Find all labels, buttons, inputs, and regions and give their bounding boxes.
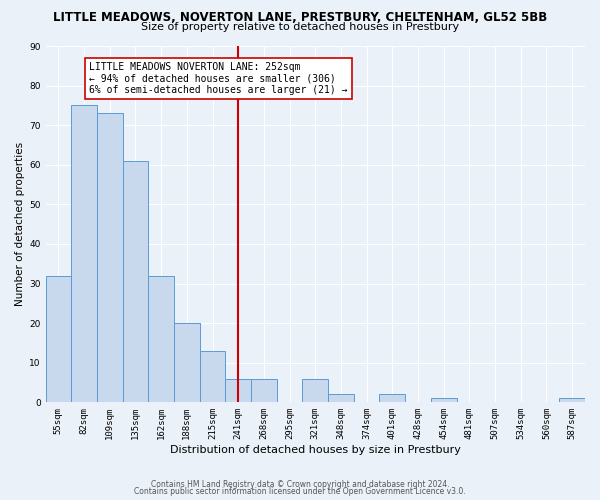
Bar bbox=[200, 351, 226, 403]
Bar bbox=[379, 394, 405, 402]
X-axis label: Distribution of detached houses by size in Prestbury: Distribution of detached houses by size … bbox=[170, 445, 461, 455]
Bar bbox=[226, 378, 251, 402]
Text: LITTLE MEADOWS NOVERTON LANE: 252sqm
← 94% of detached houses are smaller (306)
: LITTLE MEADOWS NOVERTON LANE: 252sqm ← 9… bbox=[89, 62, 347, 95]
Bar bbox=[302, 378, 328, 402]
Bar bbox=[559, 398, 585, 402]
Bar bbox=[46, 276, 71, 402]
Bar bbox=[122, 161, 148, 402]
Bar bbox=[148, 276, 174, 402]
Y-axis label: Number of detached properties: Number of detached properties bbox=[15, 142, 25, 306]
Bar bbox=[71, 106, 97, 403]
Bar bbox=[97, 114, 122, 403]
Text: Contains HM Land Registry data © Crown copyright and database right 2024.: Contains HM Land Registry data © Crown c… bbox=[151, 480, 449, 489]
Bar bbox=[251, 378, 277, 402]
Bar bbox=[431, 398, 457, 402]
Bar bbox=[174, 323, 200, 402]
Text: Size of property relative to detached houses in Prestbury: Size of property relative to detached ho… bbox=[141, 22, 459, 32]
Text: Contains public sector information licensed under the Open Government Licence v3: Contains public sector information licen… bbox=[134, 487, 466, 496]
Bar bbox=[328, 394, 354, 402]
Text: LITTLE MEADOWS, NOVERTON LANE, PRESTBURY, CHELTENHAM, GL52 5BB: LITTLE MEADOWS, NOVERTON LANE, PRESTBURY… bbox=[53, 11, 547, 24]
